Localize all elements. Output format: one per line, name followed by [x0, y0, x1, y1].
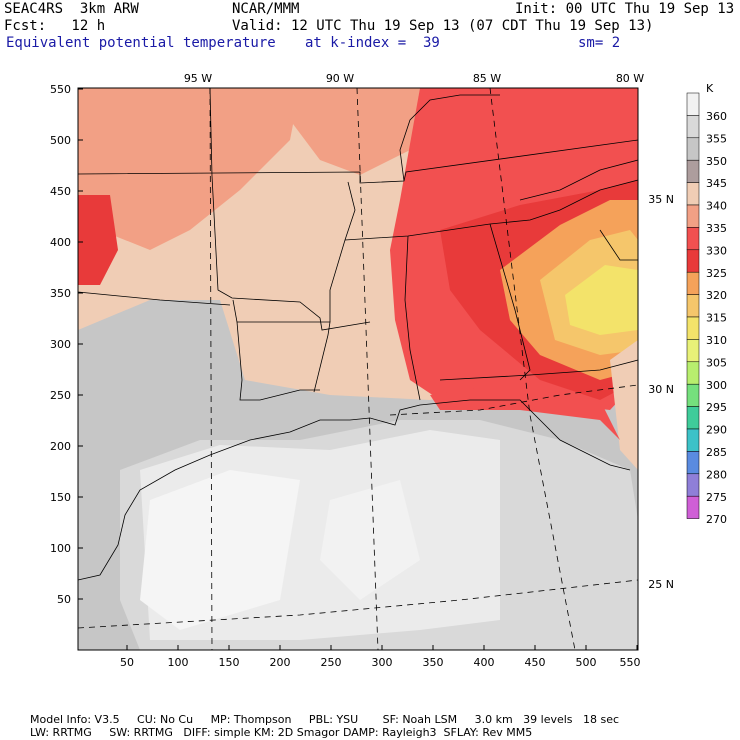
x-tick-label: 100	[168, 656, 189, 669]
organization-label: NCAR/MMM	[232, 1, 300, 17]
y-tick-label: 500	[50, 134, 71, 147]
y-tick-label: 200	[50, 440, 71, 453]
colorbar-swatch	[686, 159, 700, 183]
latitude-label: 30 N	[648, 383, 674, 396]
latitude-label: 25 N	[648, 578, 674, 591]
colorbar-label: 355	[706, 132, 727, 145]
longitude-label: 85 W	[473, 72, 501, 85]
x-tick-label: 50	[120, 656, 134, 669]
y-tick-label: 400	[50, 236, 71, 249]
state-boundaries	[77, 87, 639, 401]
longitude-label: 90 W	[326, 72, 354, 85]
x-tick-label: 550	[620, 656, 641, 669]
colorbar-swatch	[686, 92, 700, 116]
colorbar-swatch	[686, 115, 700, 139]
colorbar-label: 350	[706, 155, 727, 168]
colorbar-swatch	[686, 204, 700, 228]
init-time: Init: 00 UTC Thu 19 Sep 13	[515, 1, 735, 17]
colorbar-label: 280	[706, 468, 727, 481]
colorbar-label: 360	[706, 110, 727, 123]
colorbar-swatch	[686, 294, 700, 318]
colorbar: 360 355 350 345 340 335 330 325 320 315 310 305 300 2…	[686, 92, 727, 526]
colorbar-label: 285	[706, 446, 727, 459]
coastline	[77, 399, 631, 581]
y-tick-label: 150	[50, 491, 71, 504]
y-tick-label: 50	[57, 593, 71, 606]
model-title: SEAC4RS 3km ARW	[4, 1, 139, 17]
latitude-label: 35 N	[648, 193, 674, 206]
model-info-line2: LW: RRTMG SW: RRTMG DIFF: simple KM: 2D …	[30, 726, 533, 739]
x-tick-label: 250	[321, 656, 342, 669]
field-name: Equivalent potential temperature	[6, 35, 276, 51]
y-tick-label: 550	[50, 83, 71, 96]
colorbar-swatch	[686, 137, 700, 161]
colorbar-label: 345	[706, 177, 727, 190]
smoothing-label: sm= 2	[578, 35, 621, 51]
colorbar-swatch	[686, 495, 700, 519]
colorbar-label: 315	[706, 312, 727, 325]
latlon-grid	[77, 87, 639, 651]
theta-e-field	[78, 88, 638, 650]
x-tick-label: 400	[474, 656, 495, 669]
colorbar-swatch	[686, 316, 700, 340]
colorbar-swatch	[686, 473, 700, 497]
y-axis-ticks	[78, 88, 83, 600]
y-tick-label: 350	[50, 287, 71, 300]
colorbar-swatch	[686, 383, 700, 407]
x-tick-label: 500	[576, 656, 597, 669]
colorbar-swatch	[686, 249, 700, 273]
colorbar-swatch	[686, 182, 700, 206]
colorbar-unit: K	[706, 82, 714, 95]
colorbar-label: 290	[706, 424, 727, 437]
longitude-label: 95 W	[184, 72, 212, 85]
x-axis-ticks	[126, 645, 638, 650]
colorbar-label: 335	[706, 222, 727, 235]
colorbar-label: 320	[706, 289, 727, 302]
y-tick-label: 100	[50, 542, 71, 555]
valid-time: Valid: 12 UTC Thu 19 Sep 13 (07 CDT Thu …	[232, 18, 654, 34]
colorbar-label: 295	[706, 401, 727, 414]
colorbar-label: 305	[706, 356, 727, 369]
x-tick-label: 300	[372, 656, 393, 669]
y-tick-label: 250	[50, 389, 71, 402]
x-tick-label: 350	[423, 656, 444, 669]
colorbar-label: 270	[706, 513, 727, 526]
x-tick-label: 450	[525, 656, 546, 669]
x-tick-label: 200	[270, 656, 291, 669]
colorbar-label: 310	[706, 334, 727, 347]
colorbar-label: 325	[706, 267, 727, 280]
colorbar-label: 330	[706, 244, 727, 257]
colorbar-swatch	[686, 227, 700, 251]
colorbar-swatch	[686, 339, 700, 363]
colorbar-swatch	[686, 428, 700, 452]
longitude-label: 80 W	[616, 72, 644, 85]
x-tick-label: 150	[219, 656, 240, 669]
colorbar-label: 275	[706, 491, 727, 504]
colorbar-swatch	[686, 361, 700, 385]
colorbar-label: 340	[706, 200, 727, 213]
model-info-line1: Model Info: V3.5 CU: No Cu MP: Thompson …	[30, 713, 620, 726]
colorbar-swatch	[686, 271, 700, 295]
colorbar-label: 300	[706, 379, 727, 392]
colorbar-swatch	[686, 406, 700, 430]
y-tick-label: 300	[50, 338, 71, 351]
forecast-hour: Fcst: 12 h	[4, 18, 106, 34]
colorbar-swatch	[686, 451, 700, 475]
level-label: at k-index = 39	[305, 35, 440, 51]
y-tick-label: 450	[50, 185, 71, 198]
